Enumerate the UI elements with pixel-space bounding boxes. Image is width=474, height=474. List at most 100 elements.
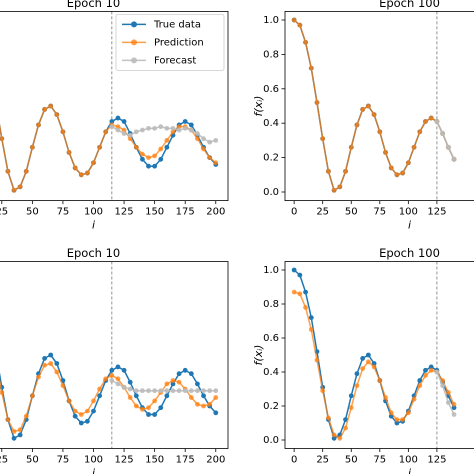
- data-point: [146, 388, 151, 394]
- data-point: [146, 412, 151, 417]
- subplot: Epoch 100 i f(xᵢ) 0 25 50 75 100 125 0.0 0.2 0.4 0.6…: [252, 0, 474, 232]
- data-point: [109, 367, 115, 373]
- data-point: [411, 396, 417, 402]
- data-point: [164, 144, 170, 150]
- y-tick-label: 0.8: [263, 299, 279, 310]
- data-point: [176, 371, 182, 377]
- data-point: [60, 129, 66, 135]
- data-point: [394, 417, 400, 422]
- data-point: [48, 352, 54, 358]
- data-point: [176, 379, 182, 385]
- data-point: [36, 122, 41, 128]
- subplot: Epoch 10 i 25 50 75 100 125 150 175 200 True data P…: [0, 0, 229, 232]
- data-point: [170, 381, 176, 387]
- data-point: [195, 136, 200, 142]
- data-point: [11, 429, 17, 434]
- data-point: [445, 400, 451, 405]
- x-tick-label: 50: [345, 455, 358, 466]
- legend-label: Forecast: [154, 55, 196, 66]
- data-point: [164, 388, 170, 394]
- x-axis-label: i: [92, 219, 95, 232]
- data-point: [188, 371, 194, 377]
- data-point: [348, 393, 354, 399]
- x-tick-label: 100: [84, 207, 103, 218]
- x-tick-label: 75: [373, 455, 386, 466]
- data-point: [11, 435, 17, 441]
- data-point: [11, 187, 17, 193]
- data-point: [182, 119, 188, 124]
- data-point: [195, 388, 200, 394]
- data-point: [115, 115, 121, 121]
- x-tick-label: 25: [316, 455, 329, 466]
- data-point: [127, 379, 133, 385]
- data-point: [121, 127, 127, 133]
- data-point: [152, 412, 158, 417]
- subplot: Epoch 100 i f(xᵢ) 0 25 50 75 100 125 0.0 0.2 0.4 0.6…: [252, 246, 474, 474]
- series-line: [0, 354, 217, 440]
- data-point: [451, 156, 457, 162]
- legend: True data Prediction Forecast: [115, 13, 225, 71]
- data-point: [207, 139, 213, 145]
- data-point: [133, 403, 139, 409]
- data-point: [308, 327, 314, 332]
- series-line: [293, 19, 455, 192]
- data-point: [417, 383, 423, 388]
- data-point: [182, 125, 188, 131]
- data-point: [394, 420, 400, 426]
- data-point: [54, 361, 60, 366]
- data-point: [127, 386, 133, 392]
- data-point: [331, 187, 337, 193]
- data-point: [337, 184, 343, 190]
- data-point: [170, 378, 176, 383]
- legend-box: [115, 13, 225, 71]
- data-point: [140, 151, 145, 157]
- data-point: [440, 383, 446, 388]
- data-point: [17, 432, 23, 438]
- series-line: [436, 371, 455, 415]
- data-point: [188, 122, 194, 128]
- data-point: [207, 155, 213, 161]
- y-axis-label: f(xᵢ): [252, 345, 265, 366]
- data-point: [440, 131, 446, 136]
- y-tick-label: 0.4: [263, 367, 279, 378]
- data-point: [201, 136, 206, 142]
- plot-area: [291, 17, 457, 193]
- data-point: [121, 119, 127, 124]
- legend-marker: [131, 21, 137, 28]
- data-point: [152, 398, 158, 404]
- data-point: [314, 100, 320, 105]
- x-tick-label: 0: [291, 207, 297, 218]
- x-axis-label: i: [92, 467, 95, 474]
- data-point: [428, 367, 434, 373]
- data-point: [109, 124, 115, 130]
- data-point: [182, 367, 188, 373]
- y-tick-label: 0.6: [263, 333, 279, 344]
- data-point: [354, 383, 360, 388]
- plot-area: [0, 352, 219, 441]
- data-point: [365, 352, 371, 358]
- data-point: [146, 125, 151, 131]
- x-axis-label: i: [408, 467, 411, 474]
- data-point: [152, 125, 158, 131]
- data-point: [201, 403, 206, 409]
- subplot-title: Epoch 10: [67, 0, 121, 10]
- legend-marker: [131, 39, 137, 46]
- subplot-title: Epoch 100: [379, 0, 440, 10]
- data-point: [146, 155, 151, 161]
- data-point: [213, 395, 219, 400]
- data-point: [188, 388, 194, 394]
- x-tick-label: 50: [345, 207, 358, 218]
- data-point: [54, 369, 60, 375]
- data-point: [383, 150, 388, 155]
- data-point: [97, 386, 103, 392]
- data-point: [303, 39, 308, 45]
- data-point: [121, 131, 127, 136]
- data-point: [127, 132, 133, 138]
- data-point: [42, 107, 47, 112]
- y-tick-label: 0.6: [263, 84, 279, 95]
- subplot-title: Epoch 10: [67, 246, 121, 260]
- data-point: [146, 405, 151, 411]
- data-point: [331, 432, 337, 438]
- data-point: [343, 168, 348, 174]
- data-point: [42, 362, 47, 368]
